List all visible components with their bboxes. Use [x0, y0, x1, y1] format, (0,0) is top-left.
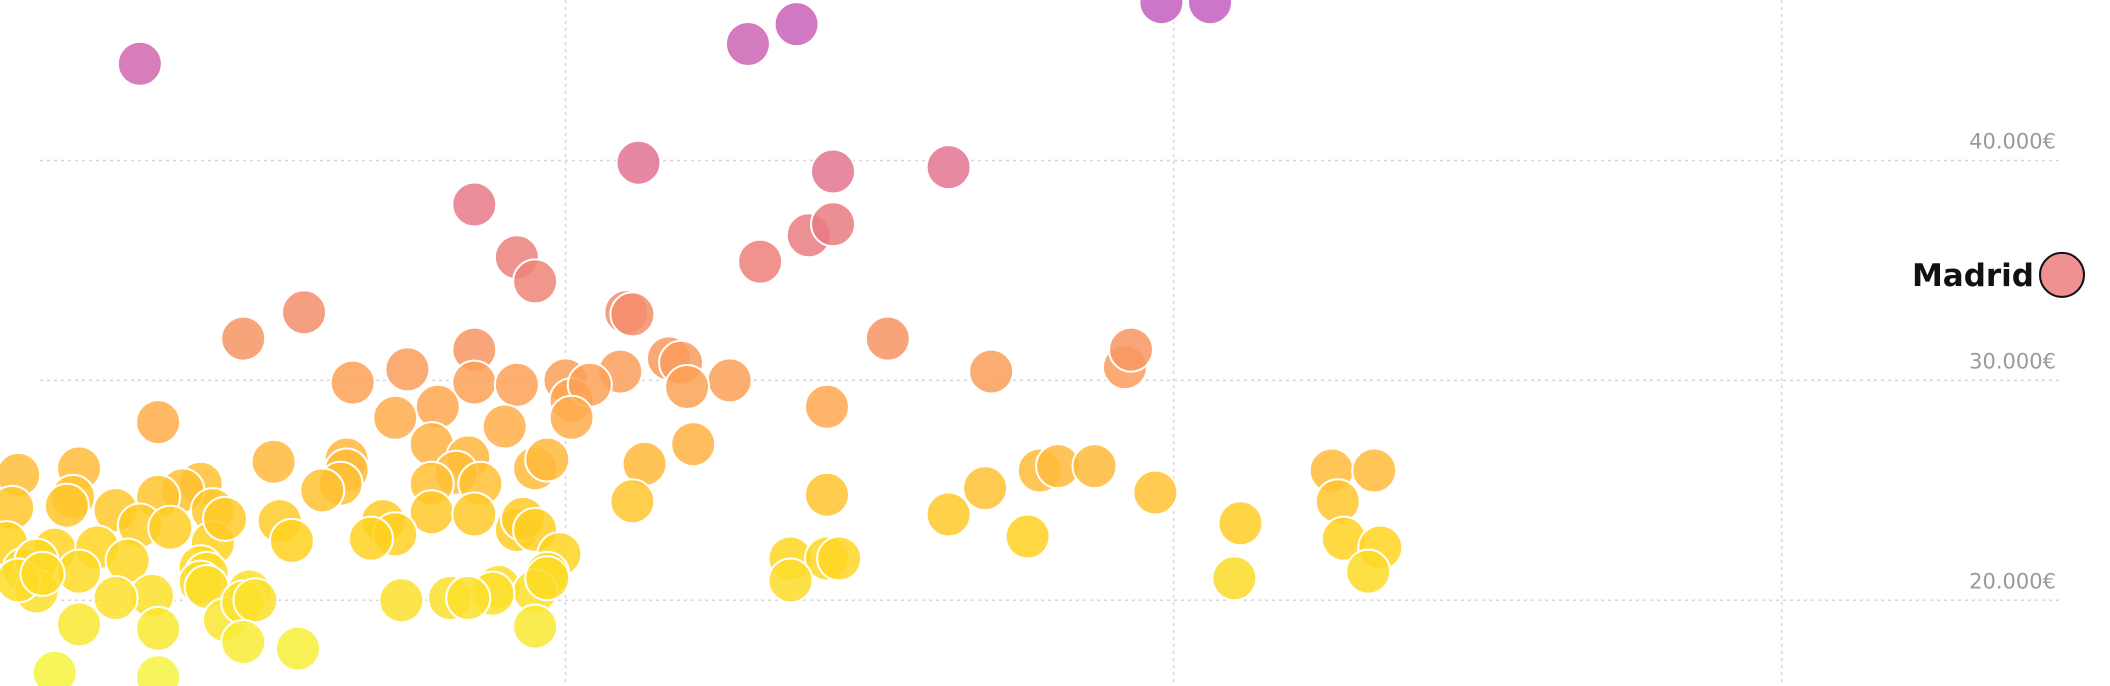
- data-point[interactable]: [220, 619, 267, 666]
- highlight: Madrid: [1912, 251, 2085, 298]
- data-point[interactable]: [31, 649, 78, 686]
- data-point[interactable]: [56, 601, 103, 648]
- data-point[interactable]: [445, 575, 492, 622]
- data-point[interactable]: [92, 575, 139, 622]
- data-points: [0, 0, 1404, 686]
- data-point[interactable]: [548, 394, 595, 441]
- data-point[interactable]: [609, 291, 656, 338]
- data-point[interactable]: [524, 436, 571, 483]
- data-point[interactable]: [737, 238, 784, 285]
- data-point[interactable]: [493, 361, 540, 408]
- y-tick-label: 30.000€: [1969, 349, 2056, 373]
- data-point[interactable]: [1132, 469, 1179, 516]
- y-axis-ticks: 40.000€ 30.000€ 20.000€: [1969, 130, 2056, 594]
- data-point[interactable]: [281, 289, 328, 336]
- data-point[interactable]: [135, 605, 182, 652]
- data-point[interactable]: [1211, 555, 1258, 602]
- data-point[interactable]: [1004, 513, 1051, 560]
- data-point[interactable]: [268, 517, 315, 564]
- data-point[interactable]: [773, 1, 820, 48]
- data-point[interactable]: [43, 482, 90, 529]
- data-point[interactable]: [147, 504, 194, 551]
- data-point[interactable]: [925, 144, 972, 191]
- data-point[interactable]: [1187, 0, 1234, 26]
- data-point[interactable]: [451, 181, 498, 228]
- data-point[interactable]: [347, 515, 394, 562]
- data-point[interactable]: [609, 478, 656, 525]
- data-point[interactable]: [524, 555, 571, 602]
- data-point[interactable]: [201, 495, 248, 542]
- highlight-label-madrid: Madrid: [1912, 258, 2034, 294]
- data-point[interactable]: [706, 357, 753, 404]
- data-point[interactable]: [803, 383, 850, 430]
- data-point[interactable]: [329, 359, 376, 406]
- data-point[interactable]: [135, 399, 182, 446]
- data-point[interactable]: [378, 577, 425, 624]
- data-point[interactable]: [664, 363, 711, 410]
- y-tick-label: 20.000€: [1969, 569, 2056, 593]
- data-point[interactable]: [451, 491, 498, 538]
- data-point[interactable]: [810, 201, 857, 248]
- data-point[interactable]: [925, 491, 972, 538]
- y-tick-label: 40.000€: [1969, 130, 2056, 154]
- data-point[interactable]: [116, 40, 163, 87]
- data-point[interactable]: [274, 625, 321, 672]
- data-point[interactable]: [1345, 548, 1392, 595]
- data-point[interactable]: [1217, 500, 1264, 547]
- data-point[interactable]: [512, 603, 559, 650]
- data-point[interactable]: [724, 20, 771, 67]
- data-point[interactable]: [1071, 443, 1118, 490]
- data-point[interactable]: [250, 438, 297, 485]
- data-point[interactable]: [220, 315, 267, 362]
- grid: [40, 0, 2060, 686]
- highlight-point-madrid[interactable]: [2039, 251, 2085, 298]
- data-point[interactable]: [512, 258, 559, 305]
- data-point[interactable]: [670, 421, 717, 468]
- data-point[interactable]: [803, 471, 850, 518]
- data-point[interactable]: [615, 139, 662, 186]
- data-point[interactable]: [816, 535, 863, 582]
- data-point[interactable]: [810, 148, 857, 195]
- data-point[interactable]: [767, 557, 814, 604]
- data-point[interactable]: [962, 465, 1009, 512]
- data-point[interactable]: [384, 346, 431, 393]
- data-point[interactable]: [864, 315, 911, 362]
- data-point[interactable]: [481, 403, 528, 450]
- data-point[interactable]: [968, 348, 1015, 395]
- data-point[interactable]: [299, 467, 346, 514]
- data-point[interactable]: [1138, 0, 1185, 26]
- data-point[interactable]: [372, 394, 419, 441]
- data-point[interactable]: [19, 550, 66, 597]
- data-point[interactable]: [1351, 447, 1398, 494]
- data-point[interactable]: [135, 654, 182, 686]
- data-point[interactable]: [1108, 326, 1155, 373]
- data-point[interactable]: [232, 577, 279, 624]
